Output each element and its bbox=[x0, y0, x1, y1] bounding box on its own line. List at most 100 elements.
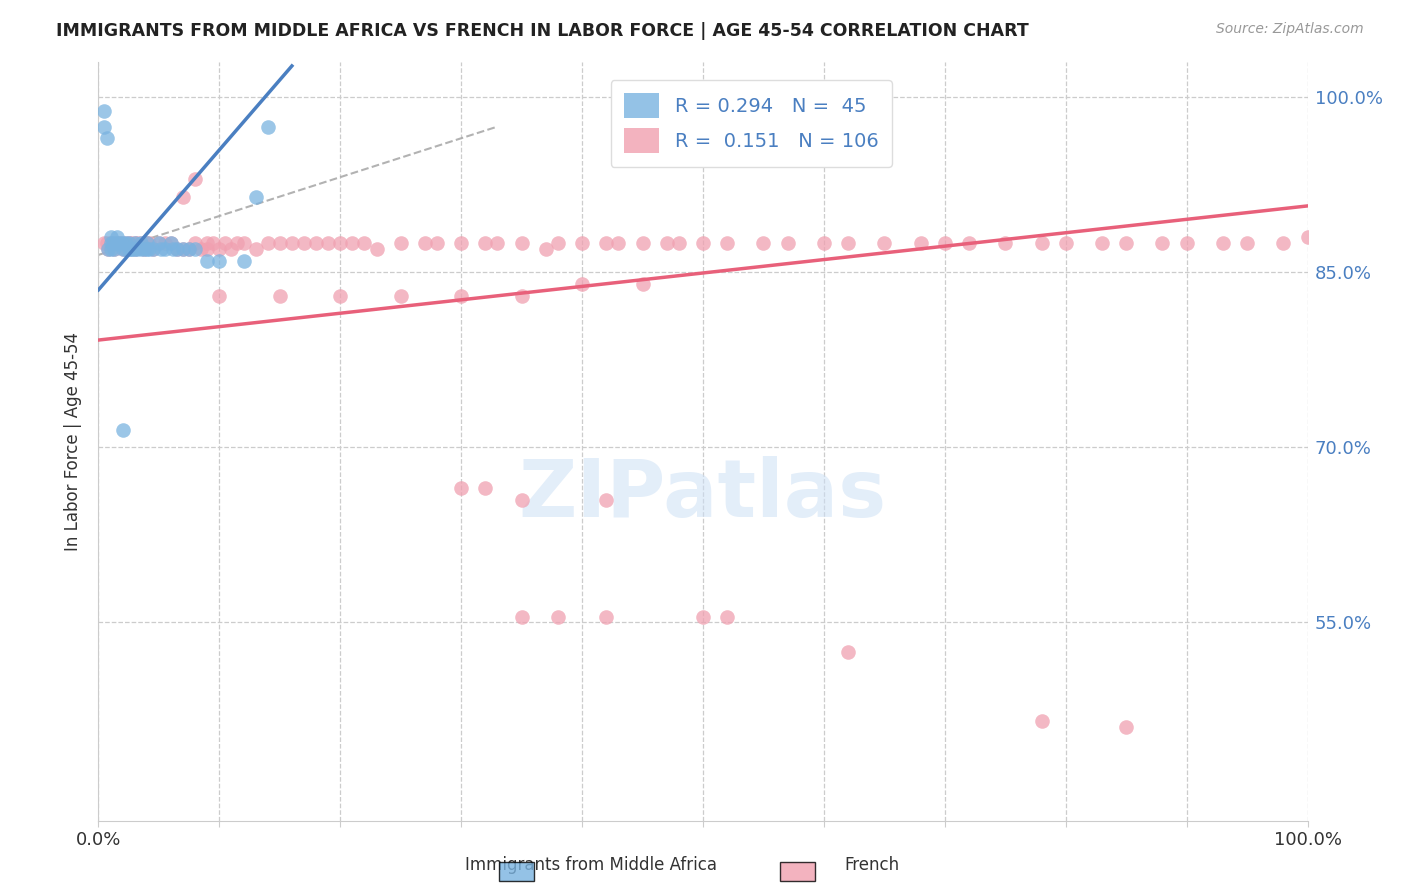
Point bbox=[595, 609, 617, 624]
Point bbox=[571, 236, 593, 251]
Point bbox=[245, 242, 267, 256]
Point bbox=[111, 242, 134, 256]
Point bbox=[813, 236, 835, 251]
Point bbox=[118, 242, 141, 256]
Point bbox=[162, 242, 184, 256]
Point bbox=[631, 236, 654, 251]
Point bbox=[118, 236, 141, 251]
Point bbox=[752, 236, 775, 251]
Point bbox=[342, 236, 364, 251]
Point bbox=[366, 242, 388, 256]
Point bbox=[389, 289, 412, 303]
Point bbox=[547, 609, 569, 624]
Point bbox=[184, 242, 207, 256]
Point bbox=[655, 236, 678, 251]
Point bbox=[873, 236, 896, 251]
Point bbox=[111, 242, 134, 256]
Point bbox=[910, 236, 932, 251]
Point bbox=[934, 236, 956, 251]
Point bbox=[232, 253, 254, 268]
Text: French: French bbox=[844, 856, 900, 874]
Point bbox=[148, 236, 170, 251]
Point bbox=[571, 277, 593, 291]
Point bbox=[450, 481, 472, 495]
Point bbox=[184, 172, 207, 186]
Y-axis label: In Labor Force | Age 45-54: In Labor Force | Age 45-54 bbox=[65, 332, 83, 551]
Point bbox=[134, 242, 156, 256]
Point bbox=[1152, 236, 1174, 251]
Point bbox=[129, 236, 152, 251]
Point bbox=[93, 236, 115, 251]
Point bbox=[692, 236, 714, 251]
Point bbox=[1031, 236, 1053, 251]
Point bbox=[245, 189, 267, 203]
Point bbox=[124, 242, 146, 256]
Point bbox=[316, 236, 339, 251]
Point bbox=[129, 242, 152, 256]
Point bbox=[195, 236, 218, 251]
Point bbox=[115, 242, 138, 256]
Point bbox=[1236, 236, 1258, 251]
Point bbox=[105, 230, 128, 244]
Point bbox=[100, 236, 122, 251]
Point bbox=[114, 236, 136, 251]
Point bbox=[105, 236, 128, 251]
Point bbox=[124, 242, 146, 256]
Point bbox=[474, 236, 496, 251]
Text: Source: ZipAtlas.com: Source: ZipAtlas.com bbox=[1216, 22, 1364, 37]
Point bbox=[179, 242, 201, 256]
Point bbox=[776, 236, 799, 251]
Point bbox=[208, 242, 231, 256]
Point bbox=[142, 242, 165, 256]
Point bbox=[101, 236, 124, 251]
Point bbox=[96, 131, 118, 145]
Point bbox=[631, 277, 654, 291]
Point bbox=[103, 242, 125, 256]
Point bbox=[114, 242, 136, 256]
Point bbox=[179, 242, 201, 256]
Point bbox=[389, 236, 412, 251]
Point bbox=[190, 242, 212, 256]
Point bbox=[208, 253, 231, 268]
Point bbox=[103, 242, 125, 256]
Point bbox=[135, 242, 157, 256]
Point bbox=[232, 236, 254, 251]
Point bbox=[1272, 236, 1295, 251]
Text: Immigrants from Middle Africa: Immigrants from Middle Africa bbox=[464, 856, 717, 874]
Point bbox=[108, 236, 131, 251]
Point bbox=[994, 236, 1017, 251]
Point bbox=[93, 104, 115, 119]
Point bbox=[195, 253, 218, 268]
Point bbox=[172, 242, 194, 256]
Point bbox=[305, 236, 328, 251]
Point bbox=[148, 236, 170, 251]
Point bbox=[120, 242, 142, 256]
Point bbox=[97, 242, 120, 256]
Point bbox=[160, 236, 183, 251]
Point bbox=[120, 236, 142, 251]
Point bbox=[111, 236, 134, 251]
Point bbox=[1115, 236, 1137, 251]
Point bbox=[957, 236, 980, 251]
Point bbox=[121, 242, 143, 256]
Legend: R = 0.294   N =  45, R =  0.151   N = 106: R = 0.294 N = 45, R = 0.151 N = 106 bbox=[610, 79, 893, 167]
Point bbox=[135, 236, 157, 251]
Text: IMMIGRANTS FROM MIDDLE AFRICA VS FRENCH IN LABOR FORCE | AGE 45-54 CORRELATION C: IMMIGRANTS FROM MIDDLE AFRICA VS FRENCH … bbox=[56, 22, 1029, 40]
Point bbox=[269, 236, 291, 251]
Point bbox=[221, 242, 243, 256]
Point bbox=[716, 609, 738, 624]
Point bbox=[100, 230, 122, 244]
Point bbox=[135, 236, 157, 251]
Point bbox=[166, 242, 188, 256]
Point bbox=[1212, 236, 1234, 251]
Point bbox=[668, 236, 690, 251]
Point bbox=[837, 236, 859, 251]
Point bbox=[426, 236, 449, 251]
Point bbox=[134, 242, 156, 256]
Point bbox=[101, 236, 124, 251]
Point bbox=[118, 236, 141, 251]
Point bbox=[124, 236, 146, 251]
Point bbox=[96, 236, 118, 251]
Point bbox=[111, 423, 134, 437]
Point bbox=[172, 242, 194, 256]
